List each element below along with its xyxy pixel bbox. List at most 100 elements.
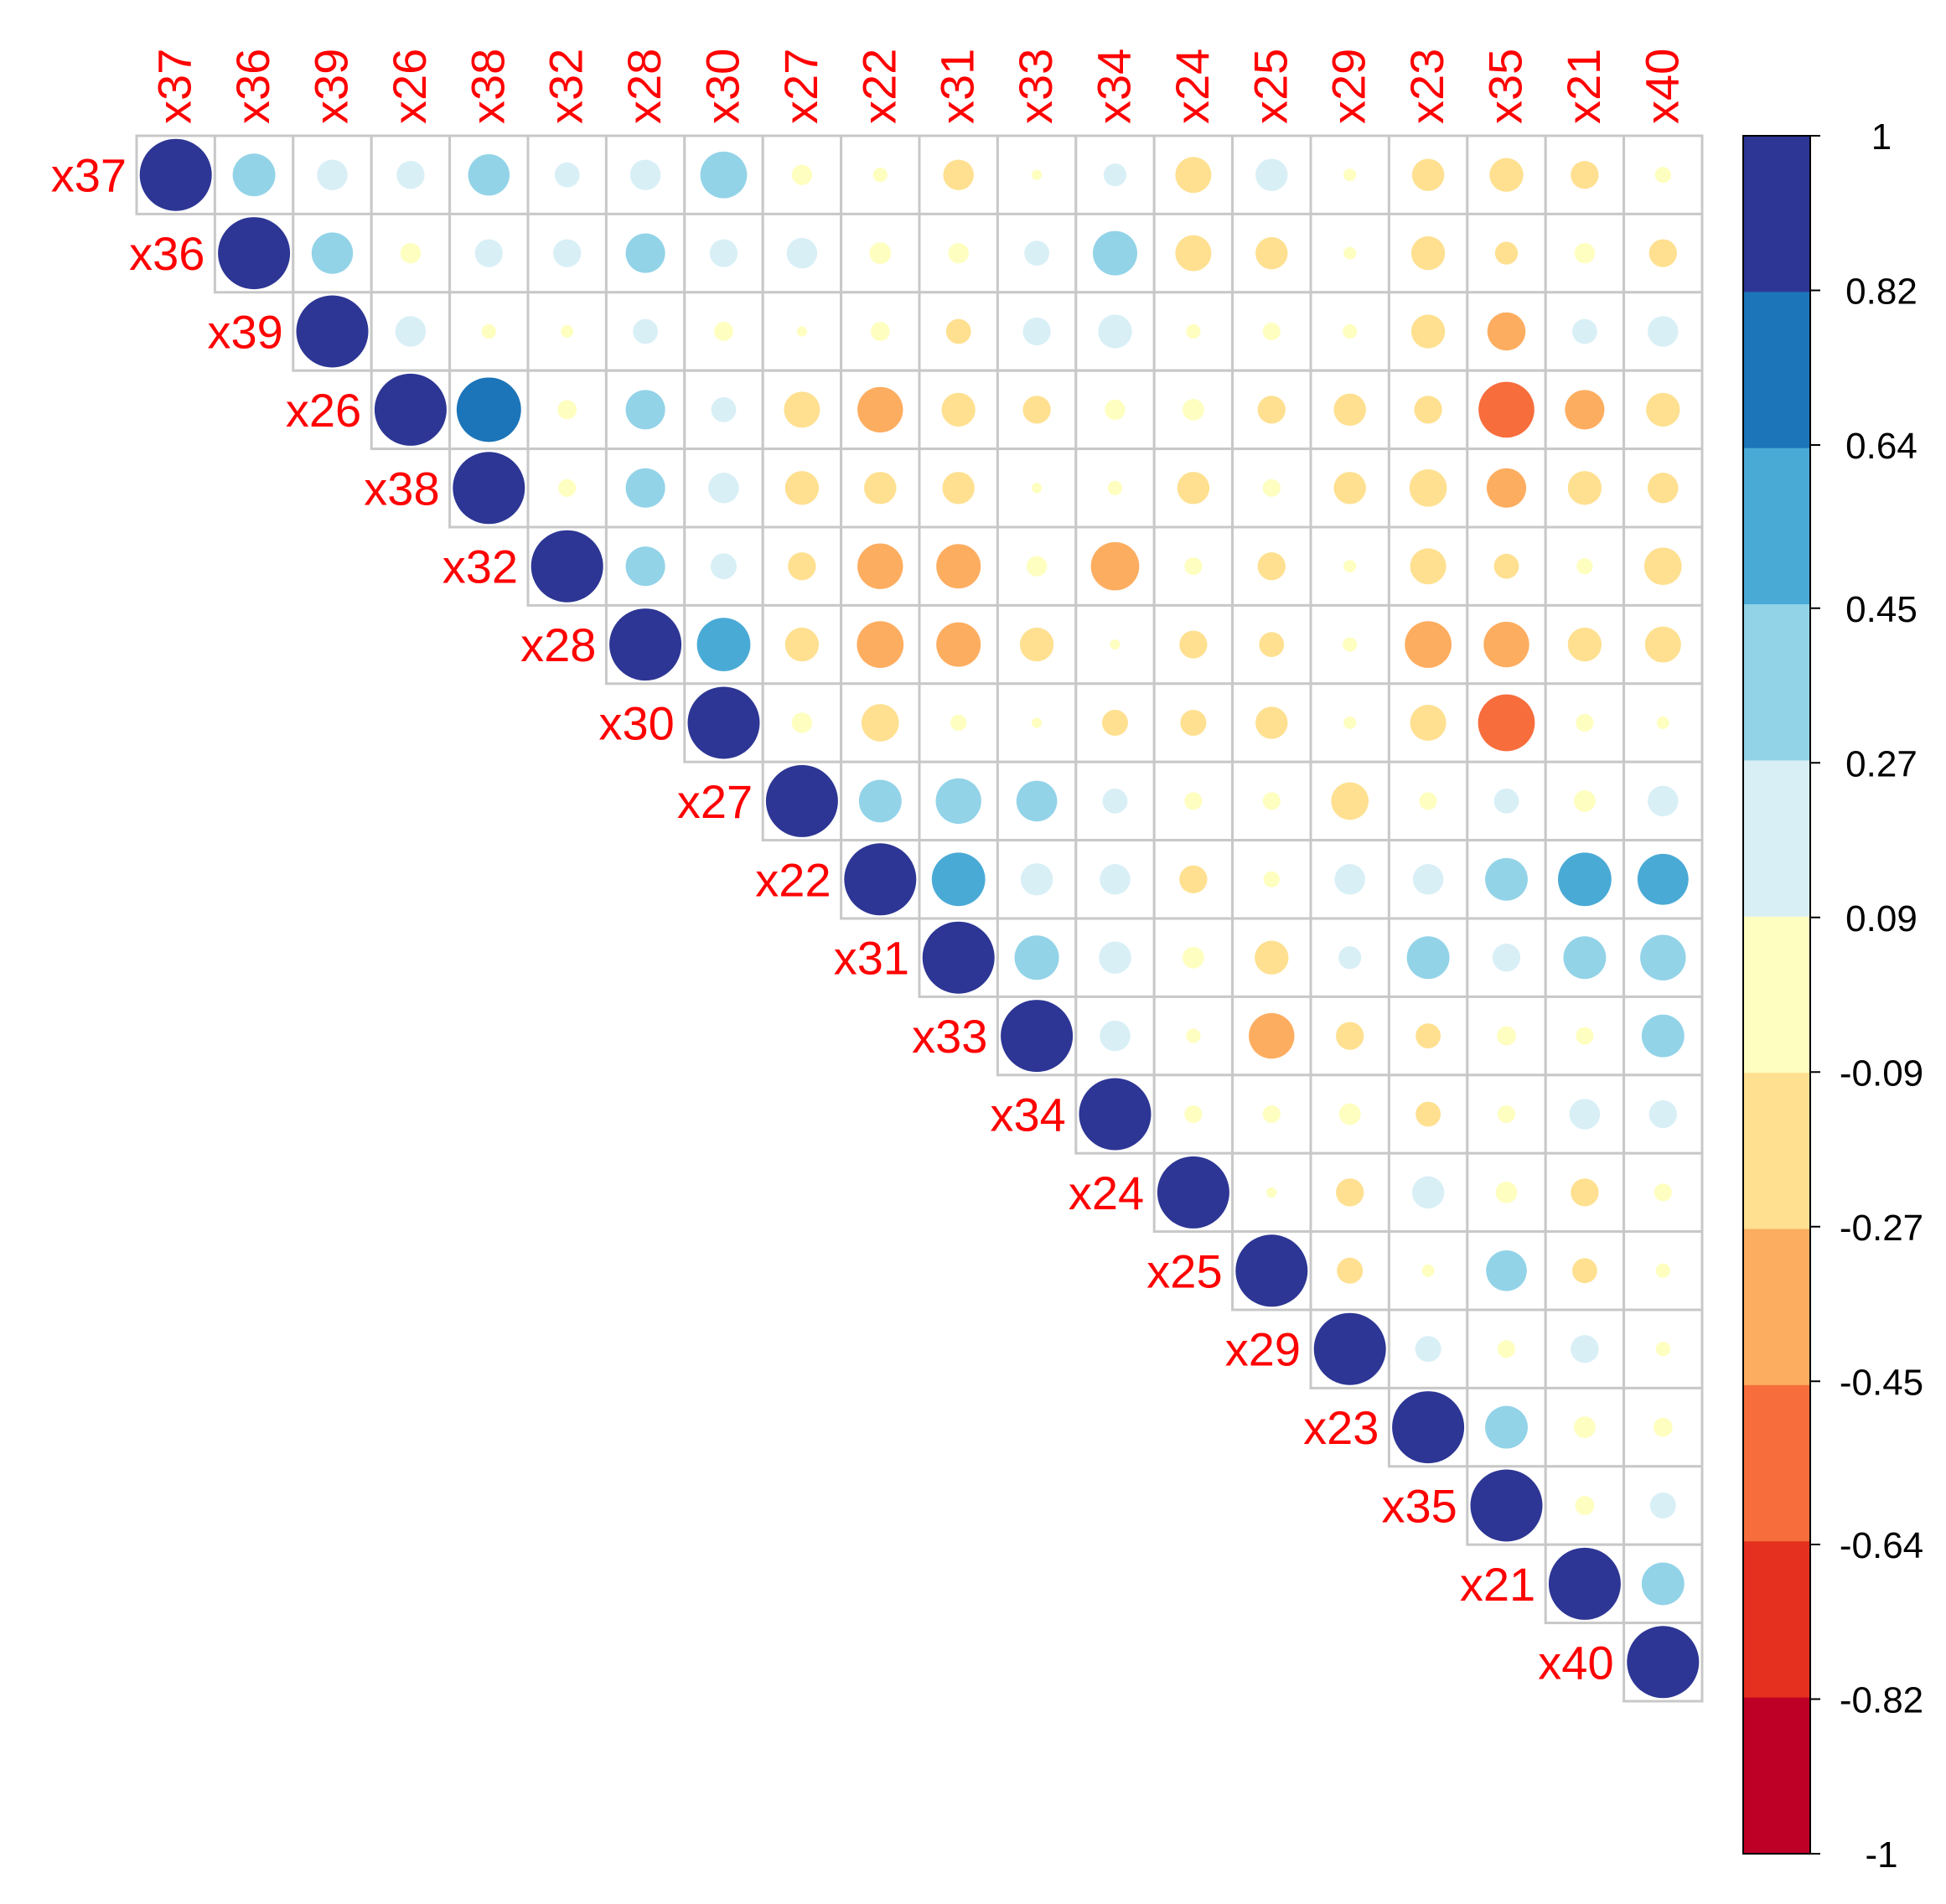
corr-circle-x33-x25 — [1249, 1012, 1295, 1059]
corr-circle-x39-x40 — [1648, 316, 1679, 347]
column-label-x32: x32 — [540, 49, 593, 124]
corr-circle-x32-x24 — [1184, 557, 1203, 576]
corr-circle-x37-x27 — [791, 164, 813, 185]
corr-circle-x36-x32 — [553, 239, 582, 267]
colorbar-segment-7 — [1743, 1229, 1810, 1386]
corr-circle-x28-x28 — [609, 608, 682, 681]
corr-circle-x36-x29 — [1343, 246, 1357, 260]
corr-circle-x39-x34 — [1098, 314, 1132, 349]
corr-circle-x22-x35 — [1485, 857, 1528, 901]
corr-circle-x32-x40 — [1643, 547, 1682, 586]
corr-circle-x35-x21 — [1575, 1496, 1595, 1515]
corr-circle-x22-x25 — [1263, 871, 1280, 887]
corr-circle-x25-x21 — [1572, 1258, 1597, 1284]
corr-circle-x30-x33 — [1032, 717, 1043, 728]
corr-circle-x33-x40 — [1641, 1014, 1685, 1058]
corr-circle-x26-x33 — [1022, 396, 1051, 424]
corr-circle-x31-x23 — [1406, 936, 1450, 980]
corr-circle-x23-x35 — [1485, 1405, 1528, 1449]
corr-circle-x36-x31 — [948, 242, 969, 264]
corr-circle-x37-x28 — [629, 159, 661, 190]
corr-circle-x26-x35 — [1478, 381, 1535, 438]
corr-circle-x33-x33 — [1001, 1000, 1074, 1073]
corr-circle-x34-x40 — [1648, 1099, 1677, 1129]
corr-circle-x29-x40 — [1655, 1342, 1670, 1357]
corr-circle-x36-x24 — [1175, 235, 1212, 272]
corr-circle-x38-x27 — [784, 471, 820, 505]
corr-circle-x36-x28 — [625, 233, 665, 273]
colorbar-segment-4 — [1743, 760, 1810, 918]
column-label-x36: x36 — [226, 49, 279, 124]
corr-circle-x22-x24 — [1179, 865, 1208, 893]
corr-circle-x33-x35 — [1497, 1026, 1516, 1046]
corr-circle-x29-x23 — [1415, 1336, 1441, 1363]
column-label-x38: x38 — [461, 49, 514, 124]
column-label-x29: x29 — [1322, 49, 1375, 124]
row-label-x37: x37 — [51, 149, 127, 202]
corr-circle-x23-x21 — [1574, 1416, 1596, 1438]
corr-circle-x26-x30 — [711, 397, 737, 422]
corr-circle-x27-x25 — [1262, 792, 1281, 810]
column-label-x22: x22 — [852, 49, 905, 124]
corr-circle-x24-x25 — [1266, 1187, 1277, 1198]
cell-x37-x30 — [683, 134, 764, 215]
corr-circle-x37-x22 — [872, 168, 888, 183]
corr-circle-x35-x40 — [1649, 1492, 1676, 1519]
corr-circle-x22-x40 — [1637, 853, 1689, 905]
corr-circle-x39-x32 — [561, 325, 574, 338]
corr-circle-x35-x35 — [1470, 1469, 1543, 1542]
corr-circle-x21-x21 — [1548, 1547, 1621, 1620]
column-label-x23: x23 — [1400, 49, 1453, 124]
corr-circle-x40-x40 — [1627, 1626, 1700, 1699]
corr-circle-x24-x35 — [1495, 1182, 1518, 1203]
corr-circle-x37-x38 — [468, 153, 510, 196]
corr-circle-x39-x24 — [1186, 323, 1201, 339]
corr-circle-x22-x31 — [931, 852, 986, 907]
cell-x36-x39 — [292, 212, 373, 294]
corr-circle-x32-x30 — [710, 553, 738, 580]
colorbar-segment-1 — [1743, 292, 1810, 449]
corr-circle-x38-x22 — [864, 472, 897, 504]
corr-circle-x28-x33 — [1019, 627, 1054, 662]
corr-circle-x27-x29 — [1331, 782, 1369, 820]
corr-circle-x22-x22 — [844, 843, 917, 916]
corr-circle-x30-x31 — [950, 714, 967, 732]
corr-circle-x26-x21 — [1565, 390, 1605, 430]
corr-circle-x27-x23 — [1419, 792, 1437, 810]
cell-x36-x40 — [1623, 212, 1704, 294]
corr-circle-x26-x22 — [857, 386, 903, 433]
colorbar-segment-8 — [1743, 1384, 1810, 1542]
corr-circle-x26-x27 — [784, 391, 820, 428]
corr-circle-x27-x35 — [1493, 789, 1519, 814]
corr-circle-x32-x25 — [1257, 552, 1286, 581]
row-labels: x37x36x39x26x38x32x28x30x27x22x31x33x34x… — [51, 149, 1614, 1689]
corr-circle-x39-x26 — [395, 316, 427, 347]
corr-circle-x33-x24 — [1186, 1028, 1201, 1043]
column-label-x33: x33 — [1009, 49, 1062, 124]
colorbar-segment-0 — [1743, 136, 1810, 292]
corr-circle-x36-x30 — [709, 239, 738, 267]
correlation-circles — [139, 138, 1700, 1699]
corr-circle-x34-x35 — [1497, 1105, 1516, 1124]
corr-circle-x32-x27 — [788, 552, 816, 581]
corr-circle-x30-x25 — [1255, 706, 1288, 739]
corr-circle-x27-x33 — [1016, 780, 1058, 822]
corr-circle-x27-x40 — [1648, 785, 1679, 817]
corr-circle-x37-x21 — [1571, 161, 1599, 189]
corr-circle-x31-x21 — [1563, 936, 1607, 980]
corr-circle-x37-x24 — [1175, 157, 1212, 194]
corr-circle-x32-x34 — [1090, 541, 1140, 591]
cell-x37-x24 — [1152, 134, 1234, 215]
corr-circle-x23-x40 — [1653, 1417, 1673, 1437]
corr-circle-x39-x33 — [1022, 317, 1051, 346]
corr-circle-x30-x24 — [1180, 709, 1207, 737]
corr-circle-x32-x21 — [1576, 558, 1593, 575]
corr-circle-x27-x24 — [1184, 792, 1203, 810]
corr-circle-x36-x26 — [400, 242, 422, 264]
corr-circle-x25-x40 — [1655, 1263, 1670, 1278]
corr-circle-x38-x32 — [558, 479, 577, 497]
corr-circle-x29-x21 — [1571, 1335, 1599, 1363]
column-label-x27: x27 — [774, 49, 827, 124]
corr-circle-x31-x35 — [1492, 944, 1521, 972]
